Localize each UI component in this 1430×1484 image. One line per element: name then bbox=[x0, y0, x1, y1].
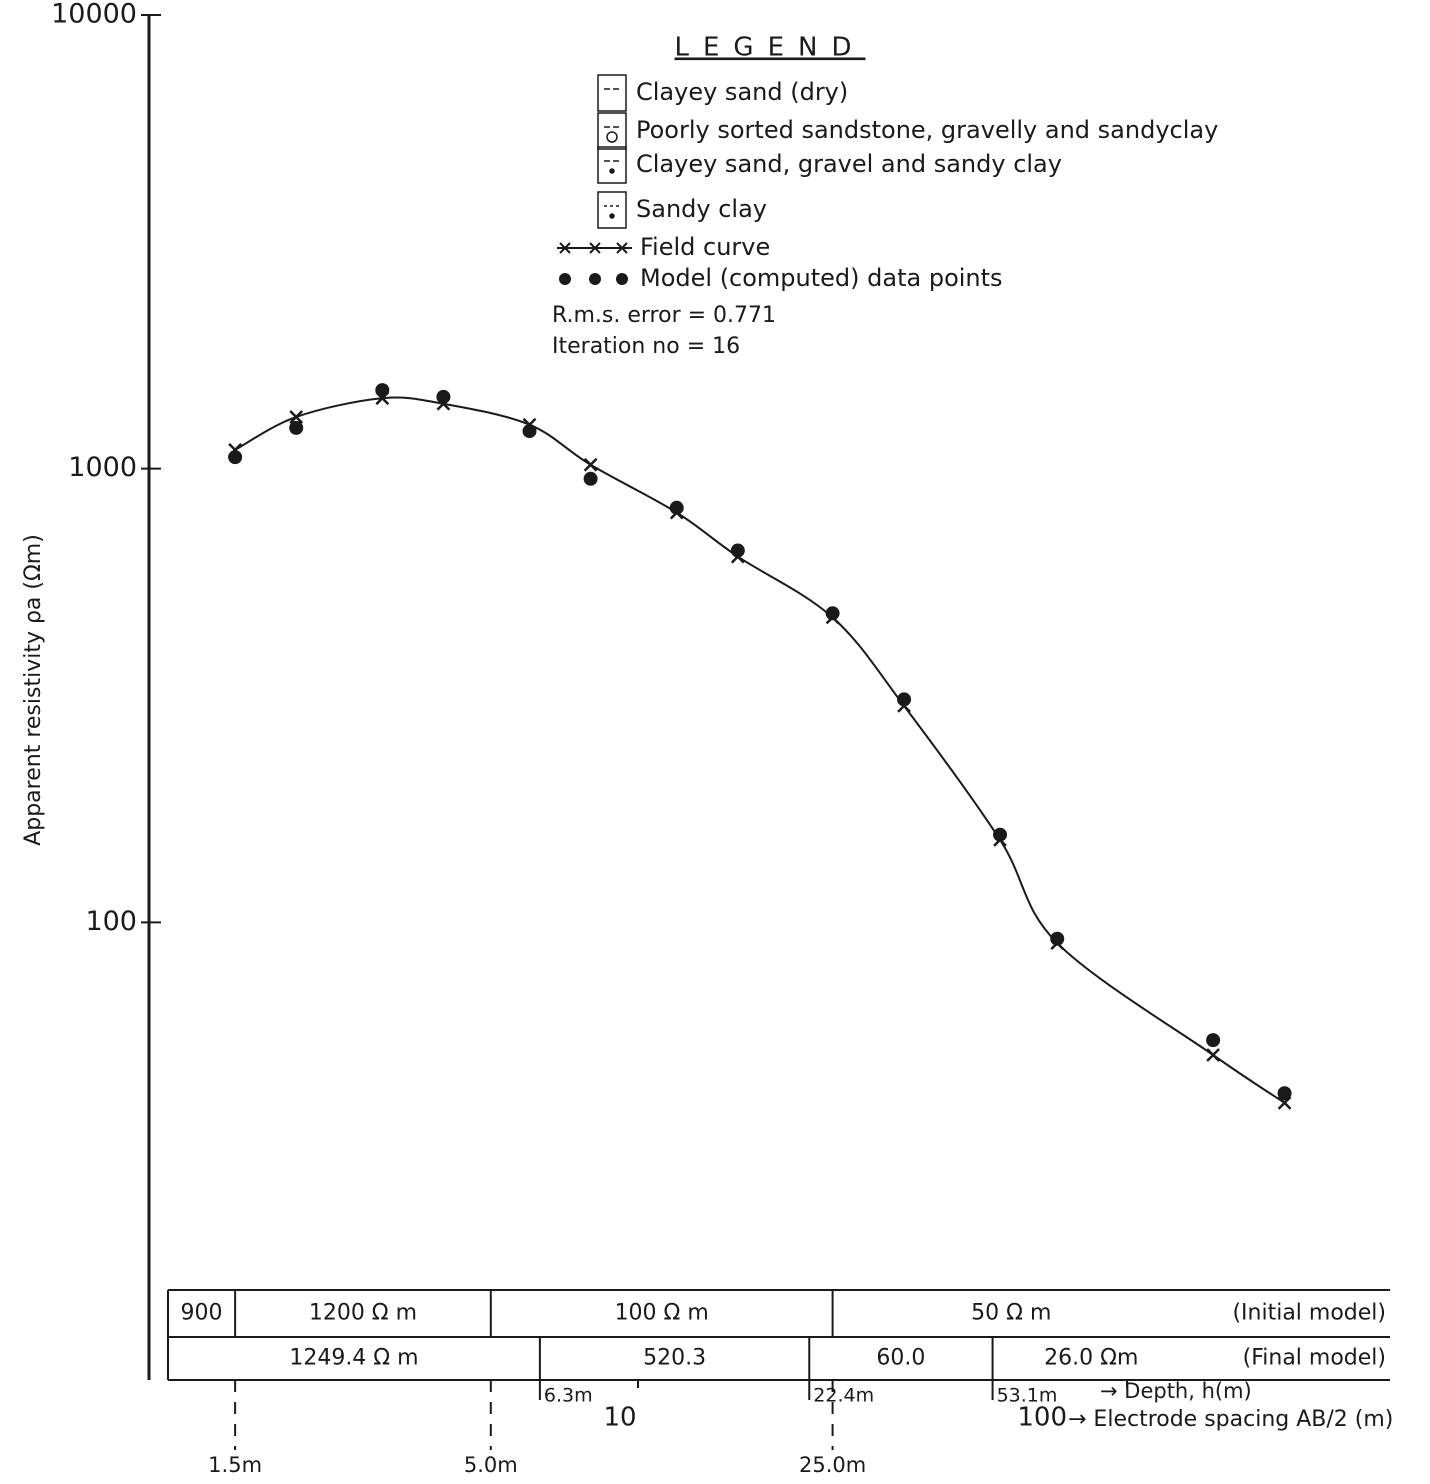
layer-resistivity: 26.0 Ωm bbox=[1044, 1346, 1138, 1371]
layer-resistivity: 1200 Ω m bbox=[309, 1301, 417, 1326]
depth-label: 22.4m bbox=[813, 1385, 874, 1407]
model-point bbox=[730, 543, 745, 558]
layer-resistivity: 60.0 bbox=[876, 1346, 925, 1371]
lithology-swatch bbox=[597, 191, 627, 229]
layer-resistivity: 50 Ω m bbox=[971, 1301, 1051, 1326]
model-point bbox=[375, 383, 390, 398]
depth-label: 5.0m bbox=[464, 1453, 518, 1477]
y-tick-label: 10000 bbox=[51, 0, 137, 30]
model-label: (Initial model) bbox=[1232, 1301, 1386, 1326]
depth-label: 53.1m bbox=[997, 1385, 1058, 1407]
x-axis-label: → Electrode spacing AB/2 (m) bbox=[1068, 1407, 1393, 1432]
model-point bbox=[522, 424, 537, 439]
model-point bbox=[228, 450, 243, 465]
depth-label: 6.3m bbox=[544, 1385, 593, 1407]
model-label: (Final model) bbox=[1243, 1346, 1386, 1371]
annotation: Iteration no = 16 bbox=[552, 334, 740, 359]
y-tick-label: 1000 bbox=[68, 452, 137, 483]
field-point bbox=[1206, 1048, 1220, 1062]
legend-cross bbox=[589, 242, 601, 254]
legend-lithology: Sandy clay bbox=[636, 195, 767, 223]
depth-label: 1.5m bbox=[208, 1453, 262, 1477]
swatch-grain bbox=[609, 168, 615, 174]
depth-label: 25.0m bbox=[799, 1453, 866, 1477]
legend-entry: Model (computed) data points bbox=[640, 264, 1003, 292]
legend-entry: Field curve bbox=[640, 233, 770, 261]
legend-dot bbox=[559, 273, 571, 285]
layer-resistivity: 900 bbox=[181, 1301, 223, 1326]
model-point bbox=[669, 500, 684, 515]
legend-dot bbox=[589, 273, 601, 285]
model-point bbox=[436, 389, 451, 404]
layer-resistivity: 1249.4 Ω m bbox=[289, 1346, 418, 1371]
layer-resistivity: 100 Ω m bbox=[615, 1301, 709, 1326]
field-point bbox=[289, 410, 304, 424]
layer-resistivity: 520.3 bbox=[643, 1346, 706, 1371]
model-point bbox=[825, 606, 840, 621]
x-tick-label: 100 bbox=[1017, 1403, 1067, 1433]
lithology-swatch bbox=[597, 112, 627, 150]
depth-axis-label: → Depth, h(m) bbox=[1100, 1379, 1252, 1403]
model-point bbox=[1277, 1086, 1292, 1101]
lithology-swatch bbox=[597, 146, 627, 184]
model-point bbox=[993, 827, 1008, 842]
legend-cross bbox=[559, 242, 571, 254]
y-axis-label: Apparent resistivity ρa (Ωm) bbox=[21, 534, 46, 846]
model-point bbox=[1206, 1033, 1221, 1048]
model-point bbox=[897, 692, 912, 707]
legend-dot bbox=[616, 273, 628, 285]
y-tick-label: 100 bbox=[85, 906, 137, 937]
legend-cross bbox=[616, 242, 628, 254]
x-tick-label: 10 bbox=[603, 1403, 636, 1433]
field-point bbox=[583, 457, 598, 472]
swatch-grain bbox=[606, 131, 618, 143]
field-curve bbox=[234, 396, 1286, 1104]
legend-lithology: Clayey sand, gravel and sandy clay bbox=[636, 150, 1062, 178]
model-point bbox=[1050, 931, 1065, 946]
model-point bbox=[289, 420, 304, 435]
lithology-swatch bbox=[597, 74, 627, 112]
legend-lithology: Poorly sorted sandstone, gravelly and sa… bbox=[636, 116, 1218, 144]
legend-title: LEGEND bbox=[675, 33, 866, 63]
annotation: R.m.s. error = 0.771 bbox=[552, 303, 776, 328]
model-point bbox=[583, 471, 598, 486]
swatch-grain bbox=[609, 213, 615, 219]
legend-lithology: Clayey sand (dry) bbox=[636, 78, 848, 106]
